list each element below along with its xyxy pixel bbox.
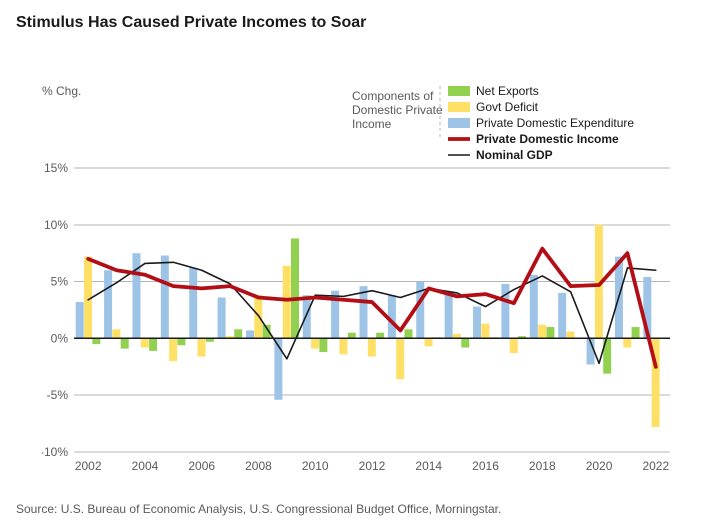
bar-private_domestic_expenditure (558, 293, 566, 338)
chart-svg: -10% -5% 0% 5% 10% 15% 2002 2004 2006 2008 2010 201… (42, 78, 682, 478)
source-line: Source: U.S. Bureau of Economic Analysis… (16, 502, 501, 516)
bar-private_domestic_expenditure (76, 302, 84, 338)
bar-private_domestic_expenditure (104, 270, 112, 338)
page-root: Stimulus Has Caused Private Incomes to S… (0, 0, 703, 528)
legend-group-label: Income (352, 117, 392, 131)
legend-label-private_domestic_income: Private Domestic Income (476, 132, 619, 146)
x-tick-label: 2002 (75, 459, 102, 473)
legend-label-govt_deficit: Govt Deficit (476, 100, 539, 114)
bar-govt_deficit (481, 324, 489, 339)
bar-private_domestic_expenditure (303, 295, 311, 338)
legend-swatch-govt_deficit (448, 102, 470, 112)
x-tick-label: 2010 (302, 459, 329, 473)
bar-private_domestic_expenditure (189, 268, 197, 338)
bar-govt_deficit (538, 325, 546, 339)
bar-net_exports (632, 327, 640, 338)
bar-govt_deficit (283, 266, 291, 339)
legend-label-private_domestic_expenditure: Private Domestic Expenditure (476, 116, 634, 130)
bar-net_exports (291, 238, 299, 338)
x-tick-label: 2004 (132, 459, 159, 473)
bar-private_domestic_expenditure (132, 253, 140, 338)
legend-label-net_exports: Net Exports (476, 84, 539, 98)
bar-private_domestic_expenditure (218, 298, 226, 339)
chart-area: -10% -5% 0% 5% 10% 15% 2002 2004 2006 2008 2010 201… (42, 78, 682, 478)
bar-govt_deficit (623, 338, 631, 347)
bar-private_domestic_expenditure (274, 338, 282, 399)
bar-govt_deficit (368, 338, 376, 356)
chart-title: Stimulus Has Caused Private Incomes to S… (16, 14, 366, 32)
x-tick-label: 2014 (415, 459, 442, 473)
bar-private_domestic_expenditure (161, 255, 169, 338)
bar-net_exports (348, 333, 356, 339)
bar-private_domestic_expenditure (530, 275, 538, 339)
bar-net_exports (121, 338, 129, 348)
legend-swatch-private_domestic_expenditure (448, 118, 470, 128)
bar-net_exports (92, 338, 100, 344)
legend-group-label: Components of (352, 89, 434, 103)
bar-govt_deficit (198, 338, 206, 356)
legend-swatch-net_exports (448, 86, 470, 96)
x-tick-label: 2016 (472, 459, 499, 473)
x-tick-label: 2008 (245, 459, 272, 473)
y-tick-label: -10% (42, 445, 68, 459)
bar-net_exports (461, 338, 469, 347)
bar-govt_deficit (566, 332, 574, 339)
y-tick-label: 0% (51, 331, 69, 345)
x-tick-label: 2022 (642, 459, 669, 473)
bar-private_domestic_expenditure (246, 330, 254, 338)
bar-net_exports (405, 329, 413, 338)
x-tick-label: 2006 (188, 459, 215, 473)
bar-govt_deficit (396, 338, 404, 379)
bar-govt_deficit (169, 338, 177, 361)
bar-net_exports (546, 327, 554, 338)
bar-govt_deficit (339, 338, 347, 354)
x-tick-label: 2012 (359, 459, 386, 473)
bar-net_exports (149, 338, 157, 350)
bar-net_exports (234, 329, 242, 338)
legend-label-nominal_gdp: Nominal GDP (476, 148, 553, 162)
bar-net_exports (319, 338, 327, 352)
bar-govt_deficit (112, 329, 120, 338)
bar-private_domestic_expenditure (473, 307, 481, 339)
bar-net_exports (177, 338, 185, 345)
y-tick-label: 10% (44, 218, 68, 232)
legend-group-label: Domestic Private (352, 103, 443, 117)
x-tick-label: 2020 (586, 459, 613, 473)
y-tick-label: -5% (47, 388, 69, 402)
bar-govt_deficit (510, 338, 518, 353)
bar-net_exports (376, 333, 384, 339)
bar-private_domestic_expenditure (360, 286, 368, 338)
bar-private_domestic_expenditure (445, 293, 453, 338)
bar-govt_deficit (311, 338, 319, 348)
bar-govt_deficit (141, 338, 149, 347)
y-tick-label: 15% (44, 161, 68, 175)
y-tick-label: 5% (51, 275, 69, 289)
x-tick-label: 2018 (529, 459, 556, 473)
bar-govt_deficit (425, 338, 433, 346)
